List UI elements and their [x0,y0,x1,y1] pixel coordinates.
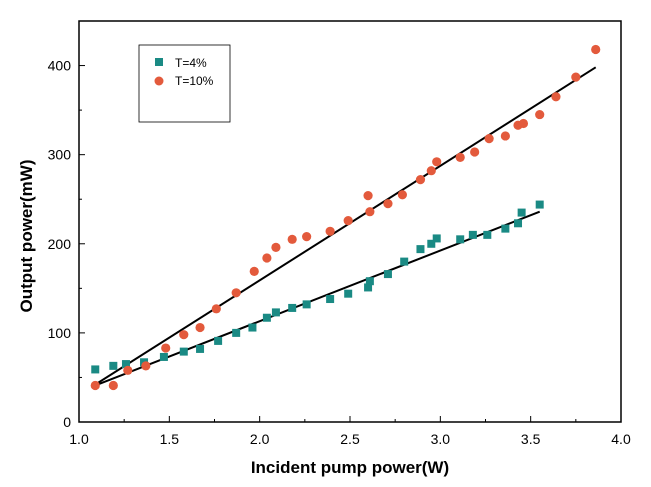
point-t10 [571,72,581,82]
point-t10 [108,380,118,391]
point-t10 [179,330,189,340]
x-tick-label: 1.5 [160,431,180,447]
point-t10 [432,157,442,167]
point-t10 [500,131,510,141]
point-t10 [551,92,561,102]
point-t10 [415,175,426,185]
point-t10 [518,118,529,129]
point-t4 [271,308,280,317]
point-t10 [325,226,335,236]
point-t4 [179,347,188,356]
x-tick-label: 3.5 [521,431,541,447]
x-tick-label: 4.0 [611,431,631,447]
point-t10 [123,365,133,375]
point-t4 [483,230,492,239]
legend: T=4% T=10% [138,44,231,123]
legend-marker-t4 [155,58,163,66]
y-tick-label: 300 [48,147,72,163]
point-t10 [287,234,297,244]
y-tick-label: 400 [48,58,72,74]
point-t10 [426,166,436,176]
point-t4 [288,303,297,312]
point-t10 [397,190,407,200]
point-t4 [535,200,544,209]
point-t10 [343,216,353,226]
point-t10 [365,207,375,217]
point-t10 [141,361,151,371]
point-t4 [232,328,241,337]
point-t4 [432,234,441,243]
point-t10 [271,242,281,252]
y-axis-title: Output power(mW) [17,160,36,313]
point-t10 [231,288,241,298]
point-t4 [214,336,223,345]
point-t4 [514,219,523,228]
point-t4 [302,300,311,309]
x-tick-label: 1.0 [69,431,89,447]
y-tick-label: 0 [63,414,71,430]
point-t4 [91,365,100,374]
point-t4 [468,230,477,239]
point-t10 [484,134,494,144]
point-t10 [455,152,465,162]
point-t4 [365,277,374,286]
point-t10 [535,109,545,120]
y-tick-label: 100 [48,325,72,341]
point-t4 [364,283,373,292]
x-tick-label: 2.5 [340,431,360,447]
legend-label-t10: T=10% [175,74,214,88]
x-tick-label: 2.0 [250,431,270,447]
point-t10 [262,253,272,263]
point-t4 [196,344,205,353]
point-t10 [302,232,312,242]
point-t4 [344,289,353,298]
point-t4 [262,313,271,322]
point-t4 [248,323,257,332]
point-t4 [416,245,425,254]
legend-marker-t10 [154,76,164,86]
y-tick-label: 200 [48,236,72,252]
x-axis-title: Incident pump power(W) [251,458,449,477]
point-t4 [159,352,168,361]
data-points [90,44,601,391]
point-t10 [90,380,100,391]
axis-ticks: 1.0 1.5 2.0 2.5 3.0 3.5 4.0 0 100 200 300 400 [48,20,631,447]
point-t4 [121,360,130,369]
point-t10 [470,147,480,157]
point-t4 [109,361,118,370]
point-t4 [400,257,409,266]
fit-line-t4 [94,210,541,387]
point-t4 [501,224,510,233]
point-t10 [195,322,205,333]
point-t10 [383,199,393,209]
point-t4 [383,270,392,279]
point-t10 [211,304,221,314]
point-t4 [517,208,526,217]
point-t4 [326,295,335,304]
fit-lines [94,66,597,387]
legend-box [138,44,231,123]
x-tick-label: 3.0 [431,431,451,447]
point-t10 [591,44,601,55]
point-t4 [456,235,465,244]
point-t10 [363,191,373,201]
point-t10 [249,266,259,277]
fit-line-t10 [94,66,597,386]
point-t10 [161,343,171,353]
point-t4 [427,239,436,248]
legend-label-t4: T=4% [175,56,207,70]
